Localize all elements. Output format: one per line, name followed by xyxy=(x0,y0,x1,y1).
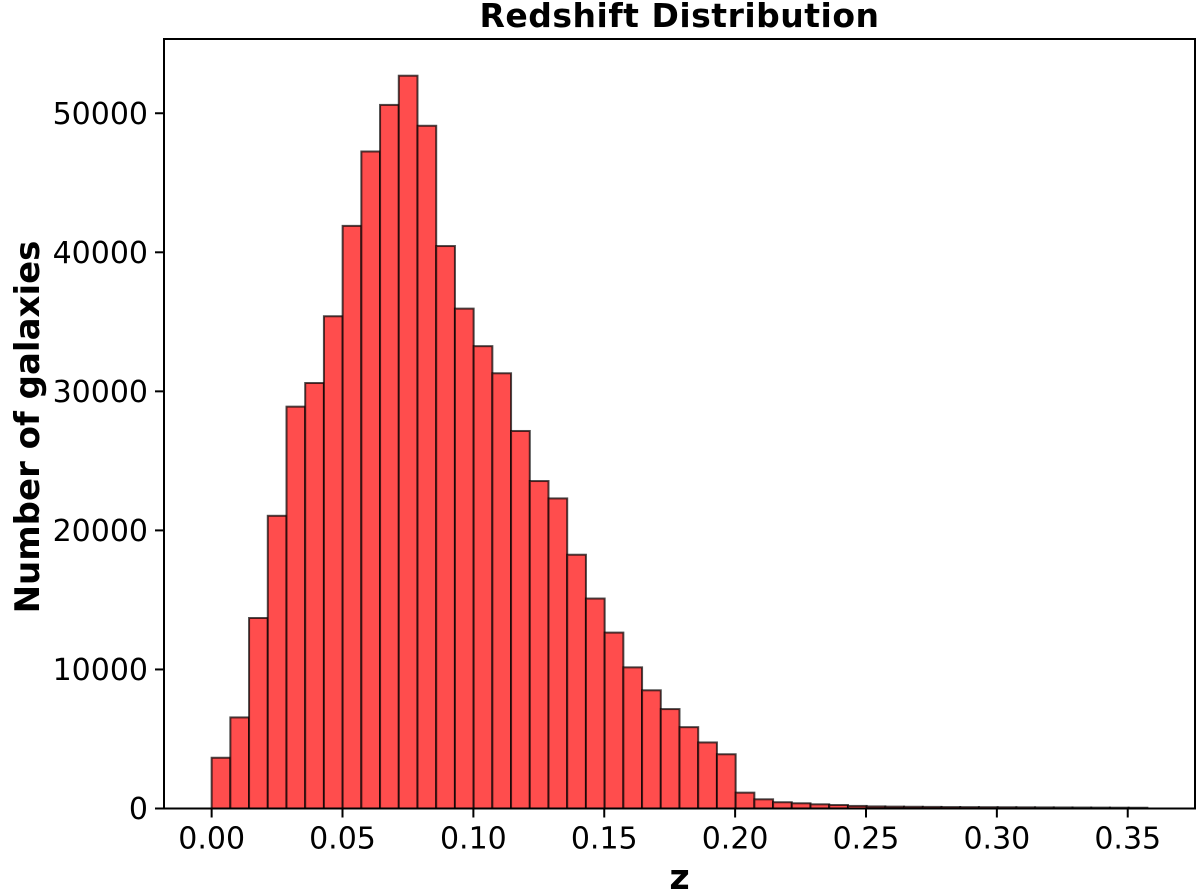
histogram-bar xyxy=(753,798,775,810)
histogram-bar xyxy=(641,689,662,810)
histogram-bar xyxy=(379,103,400,810)
x-tick-label: 0.20 xyxy=(702,822,769,857)
histogram-bar xyxy=(341,224,363,810)
x-tick-label: 0.10 xyxy=(440,822,507,857)
histogram-bar xyxy=(248,617,269,810)
histogram-bar xyxy=(622,666,644,810)
y-tick-label: 10000 xyxy=(53,653,148,688)
histogram-bar xyxy=(210,756,232,810)
x-tick-label: 0.30 xyxy=(963,822,1030,857)
histogram-bar xyxy=(528,480,550,810)
x-axis-label: z xyxy=(669,858,690,894)
x-tick-label: 0.00 xyxy=(178,822,245,857)
histogram-bar xyxy=(285,405,307,810)
y-tick-label: 40000 xyxy=(53,236,148,271)
histogram-bar xyxy=(659,708,681,810)
histogram-bar xyxy=(678,726,700,810)
histogram-bar xyxy=(697,741,718,810)
x-tick-label: 0.35 xyxy=(1094,822,1161,857)
histogram-bar xyxy=(435,245,456,810)
histogram-bar xyxy=(510,429,531,810)
histogram-bar xyxy=(472,345,494,810)
y-tick-label: 30000 xyxy=(53,375,148,410)
y-axis-label: Number of galaxies xyxy=(8,240,48,614)
histogram-bar xyxy=(491,372,513,810)
x-tick-label: 0.05 xyxy=(309,822,376,857)
x-tick-label: 0.15 xyxy=(571,822,638,857)
axes-frame xyxy=(163,38,1196,810)
histogram-bar xyxy=(547,497,569,810)
histogram-bar xyxy=(360,150,382,810)
histogram-bar xyxy=(734,791,756,810)
histogram-bar xyxy=(322,315,344,810)
histogram-bar xyxy=(453,307,475,810)
y-tick-label: 50000 xyxy=(53,97,148,132)
histogram-bar xyxy=(416,124,438,810)
histogram-bar xyxy=(229,716,251,810)
y-tick-label: 20000 xyxy=(53,514,148,549)
chart-title: Redshift Distribution xyxy=(479,0,880,35)
histogram-bar xyxy=(715,753,737,810)
histogram-bar xyxy=(603,631,625,810)
x-tick-label: 0.25 xyxy=(833,822,900,857)
histogram-bar xyxy=(304,382,325,810)
histogram-bar xyxy=(566,553,587,810)
histogram-bar xyxy=(584,597,606,810)
y-tick-label: 0 xyxy=(129,792,148,827)
histogram-bar xyxy=(397,74,419,810)
histogram-bar xyxy=(266,514,288,810)
